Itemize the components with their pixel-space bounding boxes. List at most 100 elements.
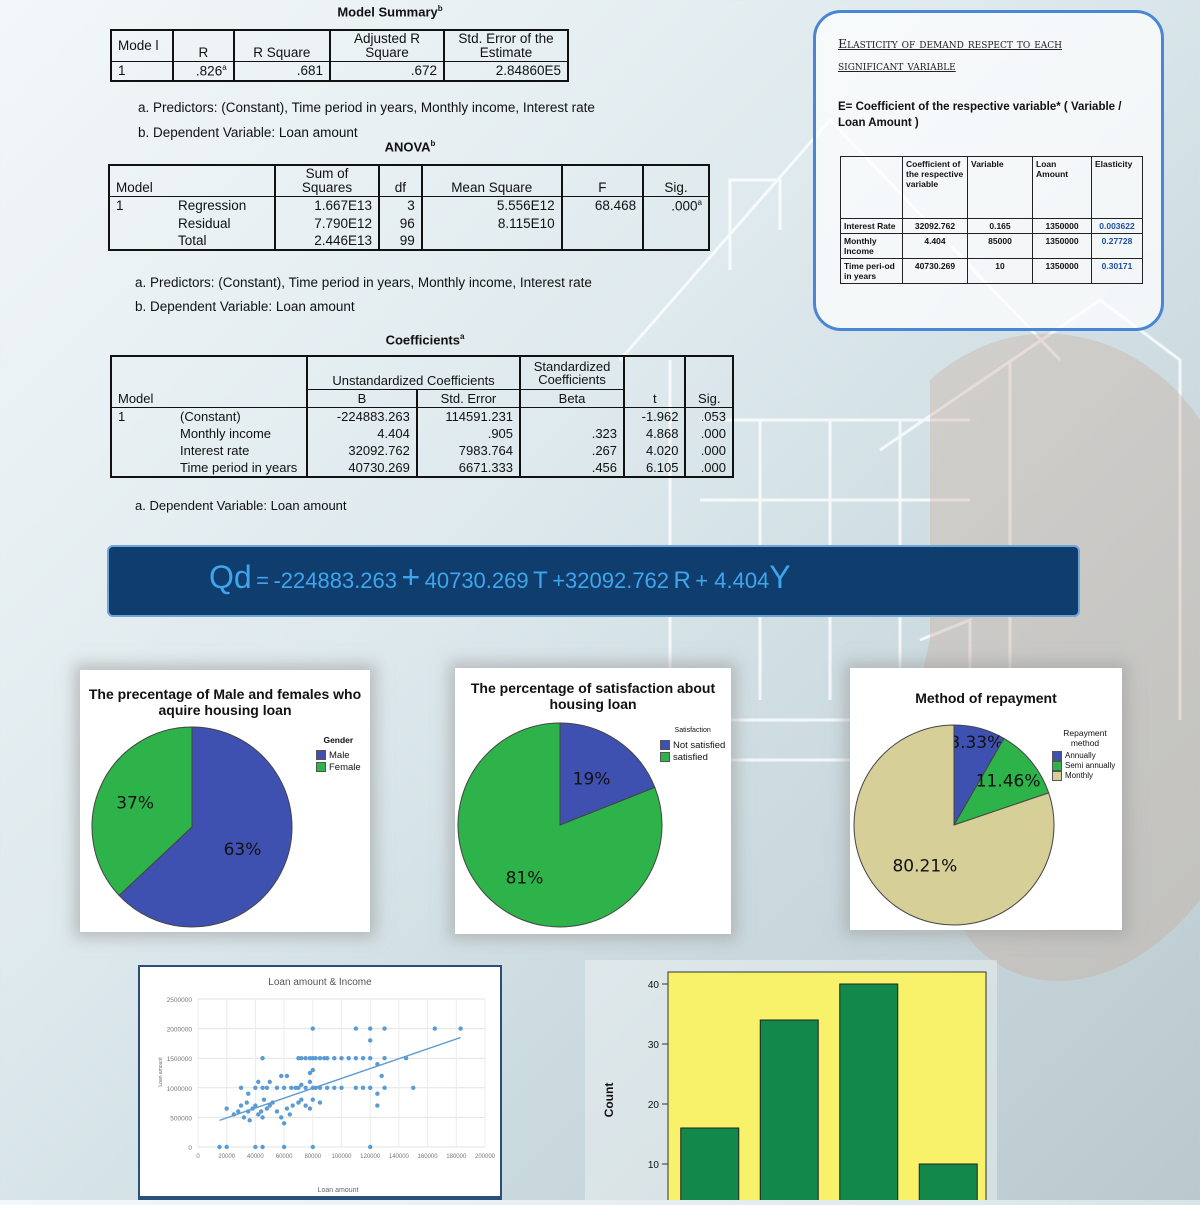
scatter-point xyxy=(253,1144,258,1150)
scatter-xtick: 100000 xyxy=(331,1154,352,1160)
gender-pie-panel: The precentage of Male and females who a… xyxy=(80,670,370,932)
count-bar xyxy=(680,1127,740,1205)
scatter-point xyxy=(310,1144,315,1150)
coef-row-sig: .000 xyxy=(684,459,734,477)
coefficients-title-sup: a xyxy=(459,332,465,341)
pie-label: 19% xyxy=(573,770,611,790)
model-summary-table: Mode l R R Square Adjusted R Square Std.… xyxy=(110,29,569,82)
satisfaction-legend-title: Satisfaction xyxy=(674,727,711,734)
scatter-point xyxy=(296,1100,301,1105)
scatter-point xyxy=(281,1085,287,1090)
el-row-variable: 85000 xyxy=(967,233,1033,259)
satisfaction-pie-title: The percentage of satisfaction about hou… xyxy=(470,680,716,712)
bar-ytick: 30 xyxy=(648,1040,660,1051)
scatter-point xyxy=(368,1026,373,1031)
elasticity-title: Elasticity of demand respect to each sig… xyxy=(838,36,1063,73)
legend-semi-annually-label: Semi annually xyxy=(1065,761,1116,771)
scatter-point xyxy=(303,1103,308,1108)
scatter-xlabel: Loan amount xyxy=(318,1187,359,1194)
pie-slice-satisfied xyxy=(457,722,663,928)
scatter-point xyxy=(353,1085,359,1090)
count-bar xyxy=(918,1163,978,1205)
ms-r-value: .826 xyxy=(195,63,223,79)
el-header-blank xyxy=(840,156,903,219)
anova-caption: ANOVAb xyxy=(340,139,480,154)
scatter-point xyxy=(353,1026,359,1031)
scatter-ytick: 1000000 xyxy=(167,1086,193,1093)
eq-constant: -224883.263 xyxy=(273,568,398,593)
elasticity-panel: Elasticity of demand respect to each sig… xyxy=(813,10,1164,331)
coef-row-b: 4.404 xyxy=(306,425,417,442)
scatter-point xyxy=(253,1103,258,1108)
scatter-point xyxy=(264,1085,270,1090)
coef-header-model: Model xyxy=(110,389,174,408)
anova-title-sup: b xyxy=(430,139,436,148)
coef-row-se: 7983.764 xyxy=(415,442,521,459)
repayment-pie-panel: Method of repayment 8.33% 11.46% 80.21% Re… xyxy=(850,668,1122,930)
scatter-point xyxy=(411,1085,416,1090)
ms-header-adj: Adjusted R Square xyxy=(329,30,444,62)
coef-row-b: 40730.269 xyxy=(306,459,417,477)
gender-legend: Gender Male Female xyxy=(316,734,361,774)
scatter-xtick: 60000 xyxy=(276,1154,293,1160)
el-row-variable: 10 xyxy=(967,258,1033,284)
scatter-point xyxy=(303,1056,308,1061)
scatter-point xyxy=(256,1079,261,1085)
ms-note-a: a. Predictors: (Constant), Time period i… xyxy=(138,100,595,115)
scatter-point xyxy=(317,1056,323,1061)
scatter-point xyxy=(284,1106,290,1111)
scatter-point xyxy=(279,1115,284,1120)
scatter-point xyxy=(224,1144,229,1150)
scatter-point xyxy=(274,1085,280,1090)
coef-header-se: Std. Error xyxy=(415,389,521,408)
ms-model: 1 xyxy=(110,61,173,81)
scatter-point xyxy=(241,1115,247,1120)
satisfaction-legend: Satisfaction Not satisfied satisfied xyxy=(660,725,725,764)
coef-row-t: 4.868 xyxy=(623,425,686,442)
scatter-point xyxy=(299,1097,304,1102)
scatter-ylabel: Loan amount xyxy=(158,1057,164,1087)
eq-equals: = xyxy=(256,568,269,593)
scatter-point xyxy=(303,1085,308,1090)
coef-row-t: 4.020 xyxy=(623,442,686,459)
scatter-point xyxy=(260,1085,265,1090)
bar-ytick: 20 xyxy=(648,1100,660,1111)
anova-title: ANOVA xyxy=(384,139,431,155)
pie-slice-monthly xyxy=(853,724,1055,926)
el-row-elasticity: 0.30171 xyxy=(1091,258,1143,284)
el-row-variable: 0.165 xyxy=(967,218,1033,234)
coef-row-sig: .053 xyxy=(684,407,734,425)
anova-table: Model Sum of Squares df Mean Square F Si… xyxy=(108,164,710,251)
repayment-pie-title: Method of repayment xyxy=(915,690,1057,706)
eq-plus: + xyxy=(401,559,421,595)
anova-row-df: 99 xyxy=(378,231,422,250)
anova-row-df: 3 xyxy=(378,196,422,215)
scatter-point xyxy=(368,1056,373,1061)
scatter-point xyxy=(324,1085,330,1090)
coef-header-t: t xyxy=(623,389,686,408)
legend-item-annually: Annually xyxy=(1052,751,1118,761)
scatter-point xyxy=(246,1091,251,1096)
scatter-point xyxy=(432,1026,437,1031)
scatter-ytick: 1500000 xyxy=(167,1056,193,1063)
pie-label: 80.21% xyxy=(892,857,957,877)
coefficients-caption: Coefficientsa xyxy=(350,332,500,347)
el-header-variable: Variable xyxy=(967,156,1033,219)
coef-row-se: 114591.231 xyxy=(415,407,521,425)
anova-header-df: df xyxy=(378,165,422,197)
scatter-xtick: 160000 xyxy=(418,1154,439,1160)
scatter-point xyxy=(375,1091,380,1096)
coef-header-std: Standardized Coefficients xyxy=(519,356,625,390)
coef-row-se: 6671.333 xyxy=(415,459,521,477)
anova-row-ss: 2.446E13 xyxy=(274,231,379,250)
el-row-coef: 40730.269 xyxy=(902,258,968,284)
scatter-point xyxy=(375,1103,380,1108)
scatter-point xyxy=(279,1073,284,1079)
ms-header-r: R xyxy=(172,30,234,62)
scatter-point xyxy=(274,1109,280,1114)
scatter-point xyxy=(253,1085,258,1090)
ms-stderr: 2.84860E5 xyxy=(443,61,569,81)
pie-slice-female xyxy=(91,726,193,897)
scatter-point xyxy=(307,1070,313,1076)
scatter-point xyxy=(287,1112,293,1117)
